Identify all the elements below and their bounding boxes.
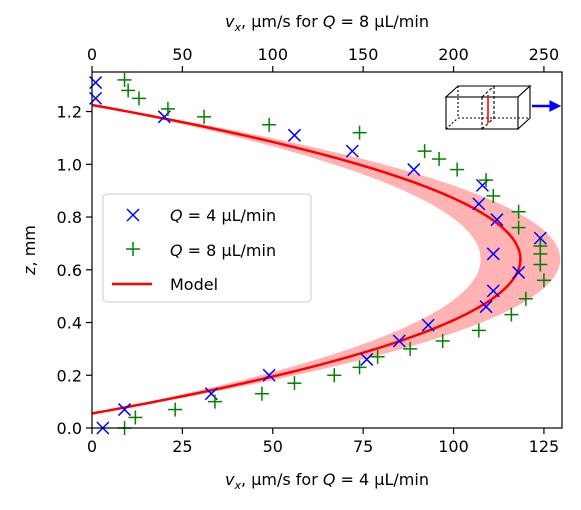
top-x-tick-label: 50 [172,45,192,64]
top-x-tick-label: 100 [257,45,288,64]
legend-label-model: Model [170,275,218,294]
q4-point [512,265,526,279]
q8-point [254,386,269,401]
q8-point [435,333,450,348]
q4-point [486,247,500,261]
model-curve [91,103,522,415]
q8-point [287,376,302,391]
q8-point [352,125,367,140]
q8-point [370,349,385,364]
q8-point [327,368,342,383]
y-tick-label: 0.8 [57,208,82,227]
q8-point [417,144,432,159]
q8-point [352,360,367,375]
legend-label-q4: Q = 4 μL/min [170,206,276,225]
legend-marker-q8 [126,242,140,256]
q8-point [117,72,132,87]
bottom-x-tick-label: 125 [529,437,560,456]
q8-point [432,152,447,167]
legend-label-q8: Q = 8 μL/min [170,241,276,260]
bottom-x-ticks: 0 25 50 75 100 125 [87,428,559,456]
q8-point [511,204,526,219]
q4-point [345,144,359,158]
y-axis-label: z, mm [20,225,39,276]
y-tick-label: 0.2 [57,366,82,385]
x-axis-label-top: vx, μm/s for Q = 8 μL/min [225,12,429,34]
q4-point [486,284,500,298]
y-tick-label: 1.2 [57,103,82,122]
q8-point [121,83,136,98]
bottom-x-tick-label: 25 [172,437,192,456]
y-ticks: 0.0 0.2 0.4 0.6 0.8 1.0 1.2 [57,103,92,438]
q8-point [471,323,486,338]
legend-marker-q4 [126,208,140,222]
q8-point [479,173,494,188]
q8-point [536,273,551,288]
q4-point [118,403,132,417]
plot-frame [91,71,563,429]
y-tick-label: 0.0 [57,419,82,438]
q8-point [128,410,143,425]
q8-point [160,101,175,116]
q8-point [450,162,465,177]
q4-point [360,352,374,366]
top-x-tick-label: 200 [438,45,469,64]
data-series [89,72,551,435]
bottom-x-tick-label: 50 [263,437,283,456]
q4-point [490,213,504,227]
y-tick-label: 0.6 [57,261,82,280]
top-x-tick-label: 150 [348,45,379,64]
bottom-x-tick-label: 100 [438,437,469,456]
q8-point [403,341,418,356]
top-x-tick-label: 250 [529,45,560,64]
q4-point [472,197,486,211]
q4-point [533,231,547,245]
q8-point [207,394,222,409]
y-tick-label: 1.0 [57,155,82,174]
q4-point [421,318,435,332]
legend-box [102,193,312,303]
q4-point [262,368,276,382]
plot-area [89,71,563,435]
top-x-tick-label: 0 [87,45,97,64]
y-tick-label: 0.4 [57,314,82,333]
bottom-x-tick-label: 75 [353,437,373,456]
top-x-ticks: 0 50 100 150 200 250 [87,45,559,72]
q8-point [197,109,212,124]
q4-point [392,334,406,348]
q8-point [132,91,146,106]
legend: Q = 4 μL/min Q = 8 μL/min Model [102,193,312,303]
x-axis-label-bottom: vx, μm/s for Q = 4 μL/min [225,470,429,492]
channel-schematic-icon [444,84,562,131]
q4-point [287,128,301,142]
q8-point [486,188,501,203]
q8-point [533,239,548,254]
q8-point [262,117,277,132]
q8-point [518,291,533,306]
q4-point [407,163,421,177]
q8-point [511,220,526,235]
q8-point [168,402,183,417]
q4-point [479,300,493,314]
q8-point [504,307,519,322]
bottom-x-tick-label: 0 [87,437,97,456]
